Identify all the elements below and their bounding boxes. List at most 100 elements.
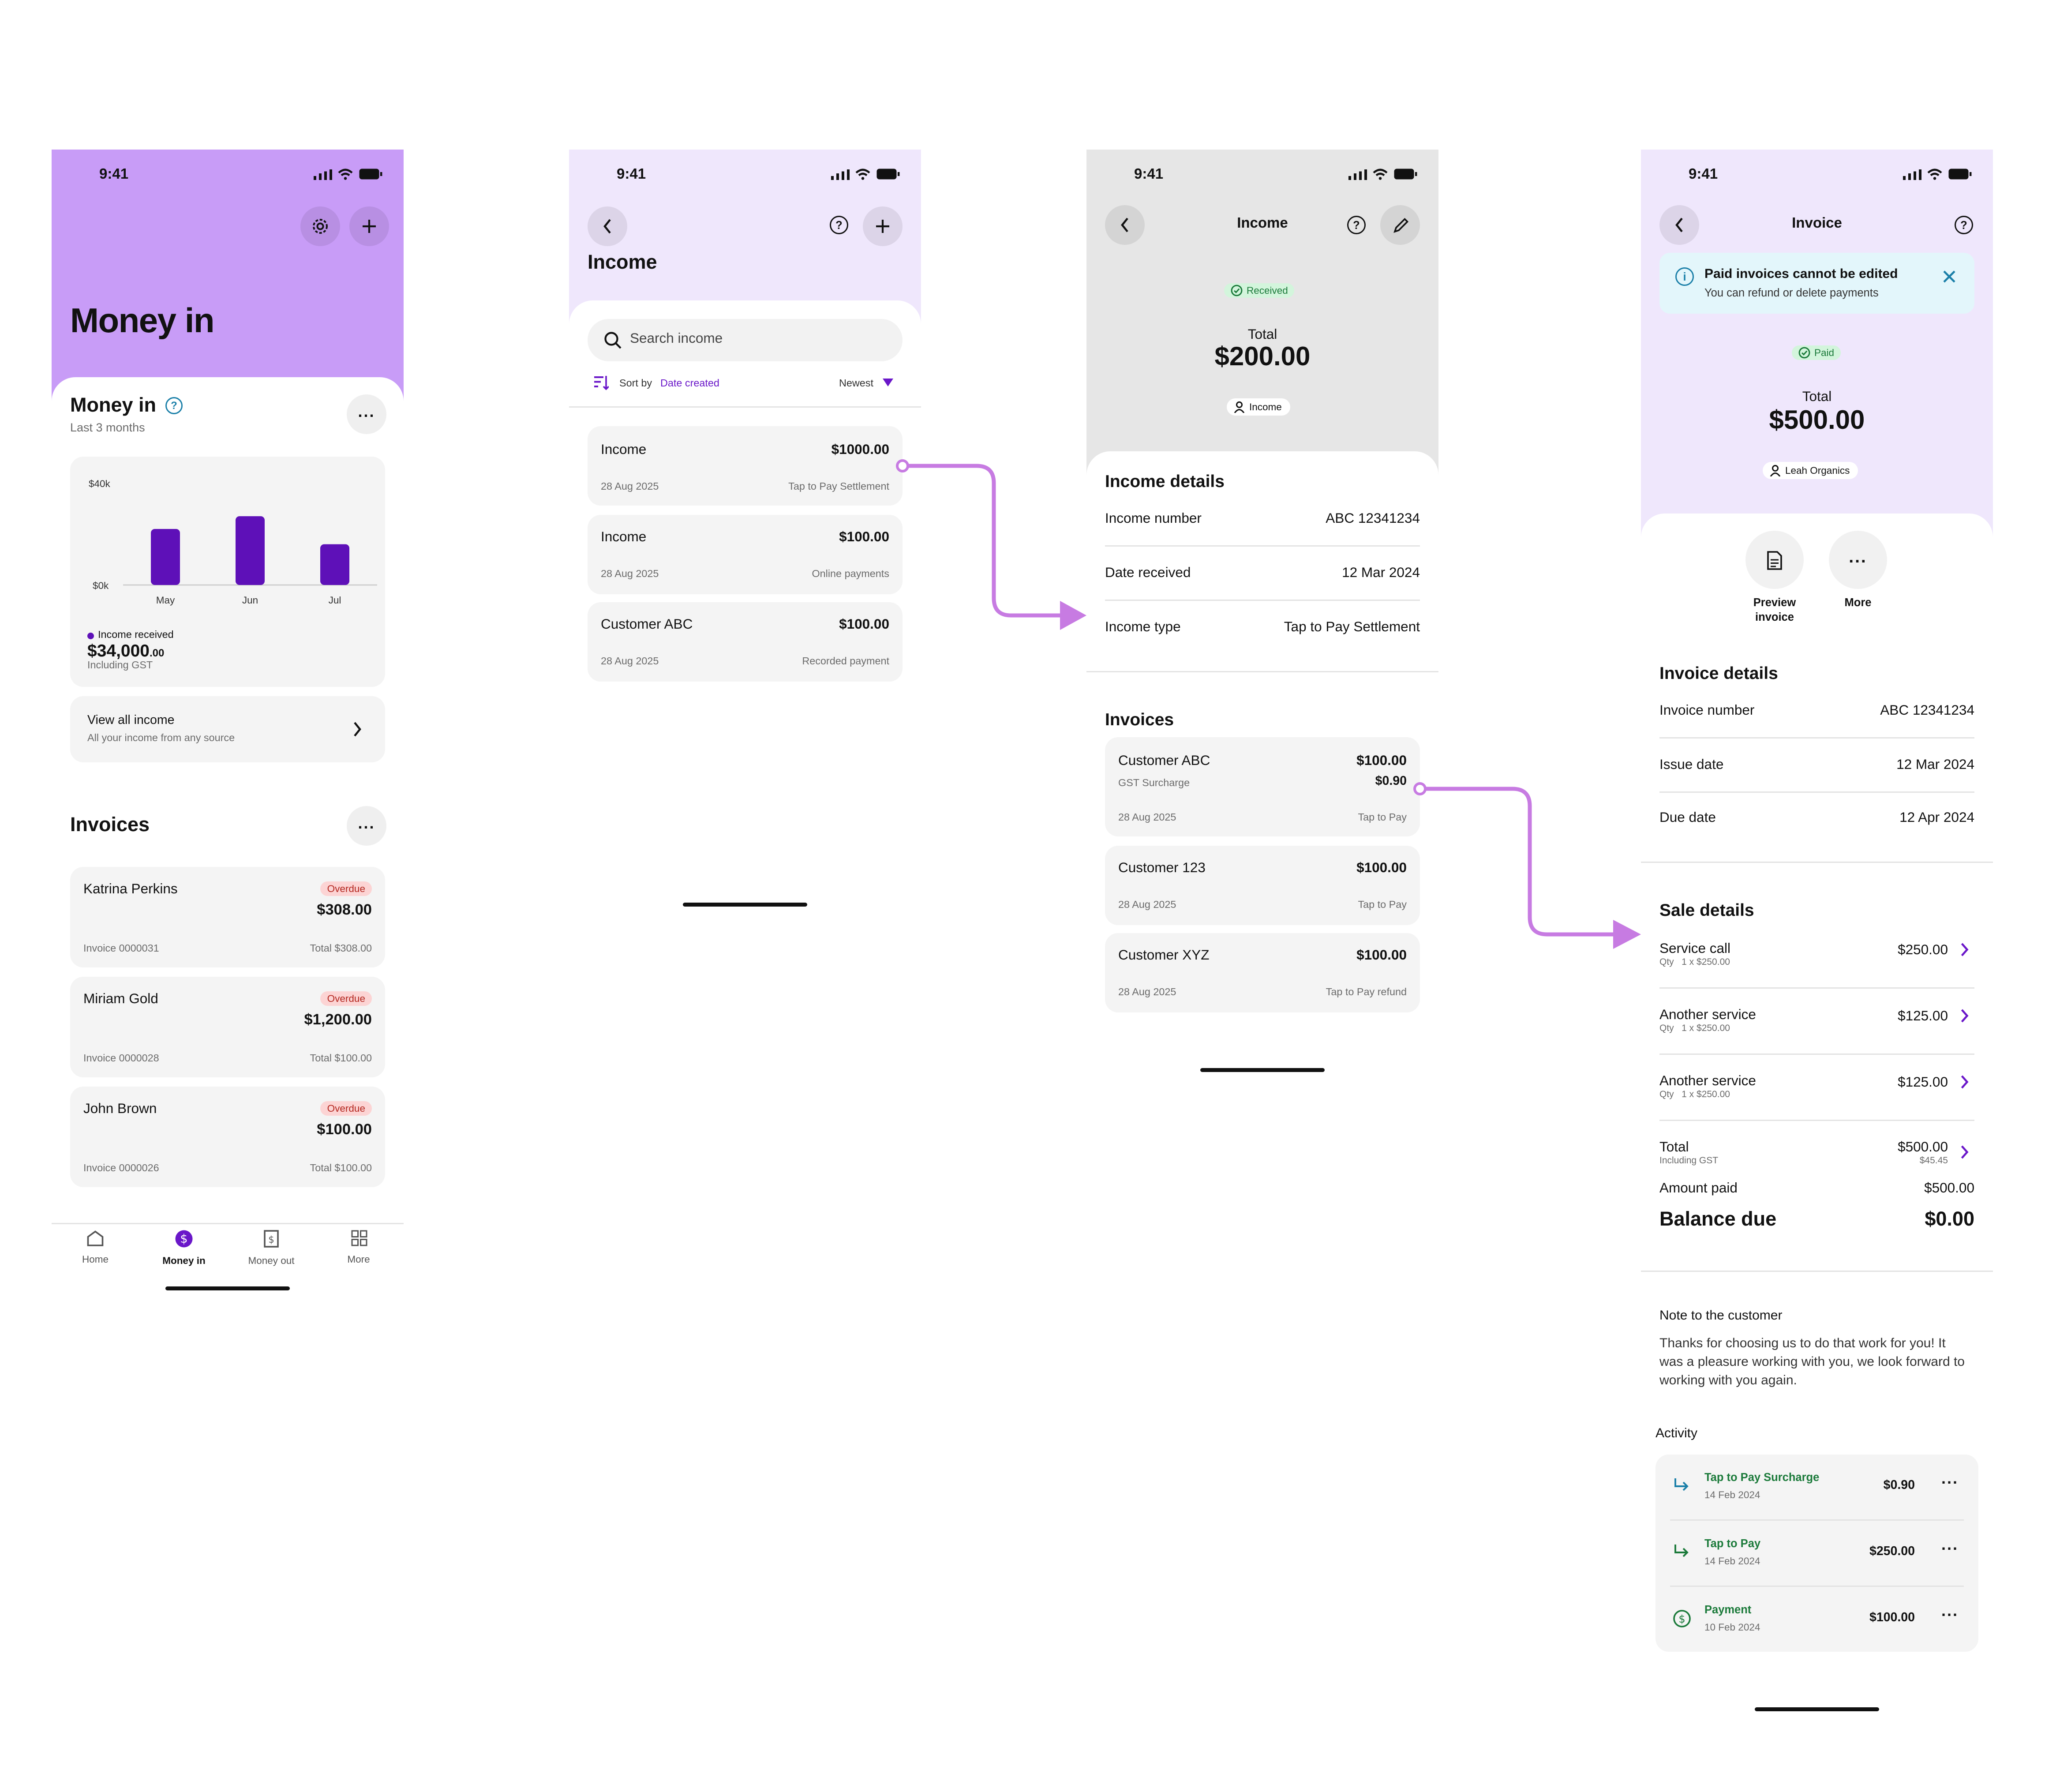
- status-time: 9:41: [1134, 167, 1164, 183]
- chevron-right-icon[interactable]: [1960, 1145, 1969, 1159]
- chevron-right-icon[interactable]: [1960, 1075, 1969, 1089]
- caret-down-icon[interactable]: [883, 379, 893, 386]
- including-gst: Including GST: [87, 659, 153, 671]
- pencil-icon: [1393, 217, 1408, 232]
- signal-icon: [1903, 169, 1921, 180]
- wifi-icon: [1373, 169, 1388, 180]
- help-icon[interactable]: ?: [1955, 216, 1973, 234]
- sale-item-name[interactable]: Another service: [1659, 1007, 1756, 1023]
- connector-start-dot: [1413, 782, 1427, 795]
- arrow-return-icon: [1674, 1545, 1689, 1557]
- income-tag: Income: [1227, 398, 1290, 416]
- chart-bar: [151, 529, 180, 585]
- amount-paid-label: Amount paid: [1659, 1181, 1738, 1196]
- invoice-details-title: Invoice details: [1659, 663, 1778, 683]
- invoice-amount: $100.00: [317, 1122, 372, 1138]
- income-item[interactable]: [588, 515, 903, 594]
- help-icon[interactable]: ?: [165, 397, 183, 414]
- activity-item-amount: $100.00: [1869, 1611, 1915, 1625]
- activity-item-title[interactable]: Tap to Pay: [1704, 1537, 1761, 1550]
- sort-value[interactable]: Date created: [660, 377, 719, 389]
- preview-invoice-label: Preview invoice: [1753, 596, 1796, 623]
- status-time: 9:41: [617, 167, 646, 183]
- home-indicator: [683, 903, 807, 907]
- back-button[interactable]: [588, 206, 627, 246]
- divider: [1659, 1053, 1974, 1055]
- plus-icon: [876, 220, 889, 233]
- tab-money-in[interactable]: $ Money in: [155, 1230, 213, 1267]
- page-title: Money in: [70, 300, 215, 340]
- settings-button[interactable]: [300, 206, 340, 246]
- total-amount: $200.00: [1214, 343, 1311, 372]
- more-actions-button[interactable]: ...: [1829, 531, 1887, 589]
- invoice-customer: Customer ABC: [1118, 753, 1210, 769]
- detail-label: Income type: [1105, 619, 1181, 635]
- tab-label: Money in: [162, 1255, 206, 1267]
- connector-income-to-detail: [903, 464, 1064, 618]
- activity-more-icon[interactable]: ...: [1941, 1535, 1959, 1554]
- money-in-more-button[interactable]: ...: [347, 394, 386, 434]
- sale-item-name[interactable]: Another service: [1659, 1073, 1756, 1089]
- home-indicator: [165, 1286, 290, 1290]
- activity-title: Activity: [1655, 1427, 1698, 1441]
- add-button[interactable]: [349, 206, 389, 246]
- invoice-amount: $100.00: [1356, 860, 1407, 876]
- help-icon[interactable]: ?: [1347, 216, 1366, 234]
- details-title: Income details: [1105, 471, 1225, 491]
- detail-label: Date received: [1105, 565, 1191, 581]
- income-amount: $1000.00: [831, 442, 889, 458]
- add-income-button[interactable]: [863, 206, 903, 246]
- chevron-right-icon[interactable]: [1960, 942, 1969, 957]
- tab-more[interactable]: More: [336, 1230, 381, 1265]
- page-title: Income: [588, 251, 657, 274]
- edit-button[interactable]: [1380, 205, 1420, 245]
- tab-money-out[interactable]: $ Money out: [241, 1230, 302, 1267]
- tab-home[interactable]: Home: [73, 1230, 118, 1265]
- battery-icon: [1394, 169, 1417, 180]
- screen-invoice-detail: 9:41 Invoice ? i Paid invoices cannot be…: [1641, 150, 1993, 1725]
- help-icon[interactable]: ?: [830, 216, 848, 234]
- total-main: $34,000: [87, 641, 150, 660]
- income-item[interactable]: [588, 602, 903, 682]
- nav-title: Invoice: [1792, 216, 1842, 232]
- divider: [1659, 1120, 1974, 1121]
- chevron-right-icon[interactable]: [1960, 1008, 1969, 1023]
- linked-invoice[interactable]: [1105, 737, 1420, 836]
- invoices-more-button[interactable]: ...: [347, 806, 386, 846]
- battery-icon: [876, 169, 900, 180]
- invoice-number: Invoice 0000031: [83, 942, 159, 954]
- linked-invoice[interactable]: [1105, 933, 1420, 1012]
- activity-item-title[interactable]: Payment: [1704, 1603, 1752, 1616]
- detail-value: 12 Mar 2024: [1896, 757, 1974, 773]
- person-icon: [1234, 401, 1245, 413]
- income-name: Income: [601, 529, 647, 545]
- activity-more-icon[interactable]: ...: [1941, 1601, 1959, 1620]
- screen-income-detail: 9:41 Income ? Received Total $200.00 Inc…: [1086, 150, 1438, 1076]
- linked-invoice[interactable]: [1105, 846, 1420, 925]
- income-item[interactable]: [588, 426, 903, 506]
- income-name: Customer ABC: [601, 617, 693, 633]
- customer-name: Leah Organics: [1785, 465, 1850, 476]
- divider: [1105, 600, 1420, 601]
- chart-bar: [236, 516, 265, 585]
- legend-label: Income received: [98, 629, 174, 641]
- preview-invoice-button[interactable]: [1745, 531, 1804, 589]
- search-field[interactable]: Search income: [588, 319, 903, 361]
- activity-more-icon[interactable]: ...: [1941, 1469, 1959, 1488]
- back-button[interactable]: [1105, 205, 1145, 245]
- view-all-income-card[interactable]: [70, 696, 385, 762]
- back-button[interactable]: [1659, 205, 1699, 245]
- sort-order[interactable]: Newest: [839, 377, 873, 389]
- tab-label: Home: [82, 1253, 109, 1265]
- invoice-total: Total $308.00: [310, 942, 372, 954]
- sort-icon[interactable]: [593, 375, 609, 390]
- activity-item-title[interactable]: Tap to Pay Surcharge: [1704, 1470, 1820, 1484]
- close-icon[interactable]: [1943, 270, 1956, 283]
- sale-item-name[interactable]: Service call: [1659, 941, 1731, 957]
- chevron-right-icon: [354, 722, 361, 737]
- invoice-total: Total $100.00: [310, 1052, 372, 1064]
- system-icons: [1348, 168, 1417, 180]
- invoice-customer: Miriam Gold: [83, 991, 158, 1007]
- status-text: Received: [1247, 285, 1288, 296]
- invoices-title: Invoices: [1105, 709, 1174, 729]
